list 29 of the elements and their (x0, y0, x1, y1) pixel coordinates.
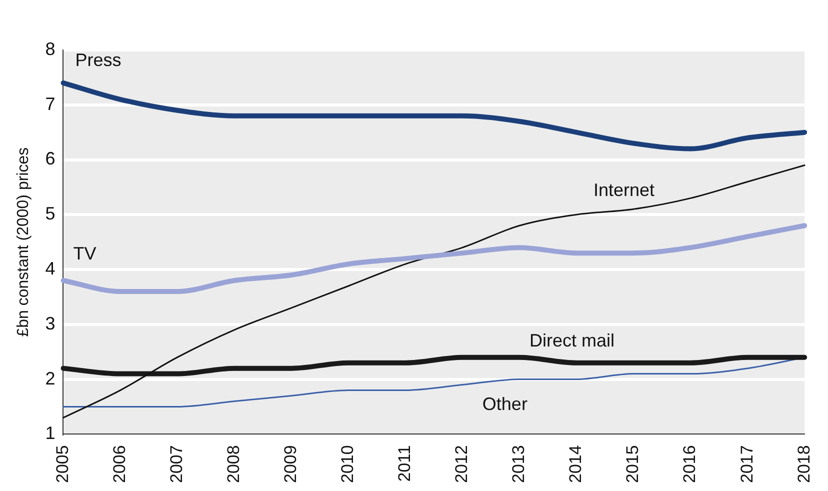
y-tick-label: 8 (45, 38, 56, 59)
x-tick-label: 2005 (52, 445, 72, 484)
y-axis-title: £bn constant (2000) prices (15, 147, 32, 337)
series-label: Internet (594, 180, 655, 200)
x-tick-label: 2014 (566, 445, 586, 484)
series-label: TV (73, 243, 96, 264)
y-tick-label: 1 (45, 423, 56, 444)
x-tick-label: 2012 (452, 445, 472, 484)
y-tick-label: 5 (45, 204, 56, 224)
x-tick-label: 2015 (623, 445, 642, 484)
line-series (62, 164, 806, 418)
y-tick-label: 6 (45, 148, 56, 169)
x-tick-label: 2018 (794, 445, 814, 484)
y-tick-label: 7 (45, 94, 56, 114)
x-tick-label: 2008 (224, 445, 243, 484)
x-tick-label: 2017 (737, 445, 756, 484)
y-tick-label: 3 (45, 313, 56, 334)
x-tick-label: 2011 (395, 445, 414, 482)
x-tick-label: 2009 (281, 445, 300, 484)
y-tick-label: 2 (45, 368, 56, 388)
series-label: Press (75, 50, 122, 70)
series-label: Other (482, 394, 528, 414)
x-tick-label: 2010 (338, 445, 358, 484)
x-tick-label: 2007 (166, 445, 186, 484)
x-tick-label: 2006 (110, 445, 129, 484)
series-label: Direct mail (529, 330, 614, 350)
x-tick-label: 2013 (509, 445, 528, 484)
y-tick-label: 4 (45, 258, 56, 278)
x-tick-label: 2016 (680, 445, 700, 484)
